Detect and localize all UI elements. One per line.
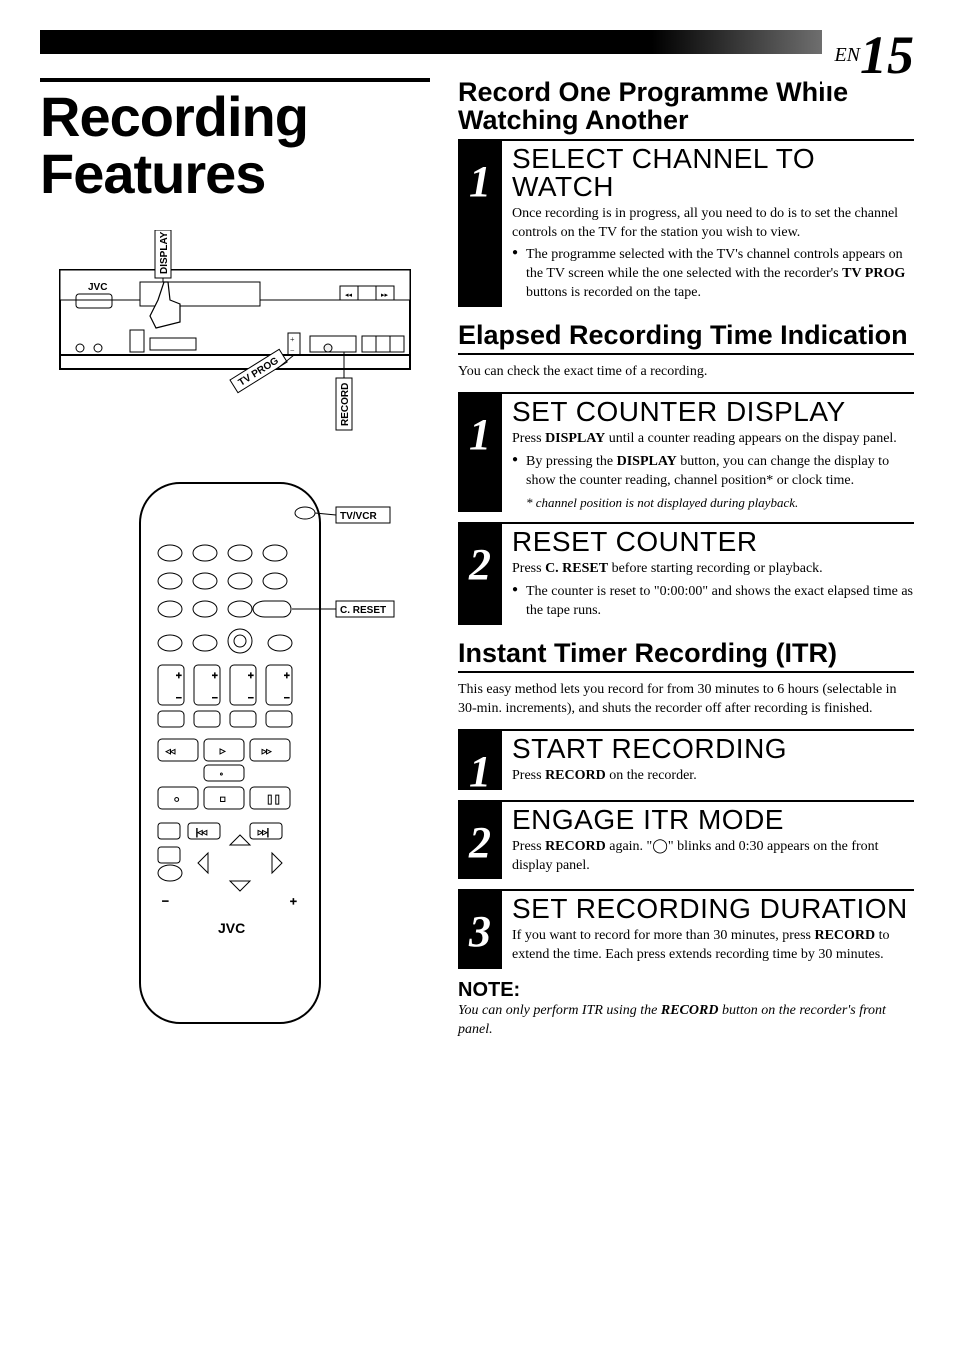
page-lang: EN bbox=[834, 44, 860, 66]
section-record-one-heading: Record One Programme While Watching Anot… bbox=[458, 78, 914, 135]
remote-diagram: + + + + − − − − ◂◂ ▸ ▸▸ • ● ■ ❚❚ |◂◂ ▸▸| bbox=[40, 473, 430, 1033]
section-elapsed-intro: You can check the exact time of a record… bbox=[458, 363, 914, 382]
svg-text:❚❚: ❚❚ bbox=[266, 794, 281, 805]
step-title: SELECT CHANNEL TO WATCH bbox=[512, 145, 914, 201]
section-itr-heading: Instant Timer Recording (ITR) bbox=[458, 639, 914, 667]
step-number-box: 1 bbox=[458, 729, 502, 790]
step-text: Press DISPLAY until a counter reading ap… bbox=[512, 430, 914, 449]
svg-text:■: ■ bbox=[220, 794, 225, 804]
svg-text:+: + bbox=[248, 671, 254, 682]
svg-text:−: − bbox=[162, 894, 169, 908]
svg-text:+: + bbox=[290, 894, 297, 908]
elapsed-step-2: 2 RESET COUNTER Press C. RESET before st… bbox=[458, 522, 914, 625]
svg-text:+: + bbox=[176, 671, 182, 682]
svg-text:▸: ▸ bbox=[220, 746, 225, 757]
section-rule bbox=[458, 671, 914, 673]
svg-text:◂◂: ◂◂ bbox=[345, 291, 353, 299]
svg-text:◂◂: ◂◂ bbox=[166, 746, 176, 756]
note-body: You can only perform ITR using the RECOR… bbox=[458, 1002, 914, 1040]
callout-creset: C. RESET bbox=[340, 605, 386, 616]
page-title: Recording Features bbox=[40, 88, 430, 202]
elapsed-step-1: 1 SET COUNTER DISPLAY Press DISPLAY unti… bbox=[458, 392, 914, 512]
itr-step-3: 3 SET RECORDING DURATION If you want to … bbox=[458, 889, 914, 969]
record-one-step-1: 1 SELECT CHANNEL TO WATCH Once recording… bbox=[458, 139, 914, 307]
step-bullets: By pressing the DISPLAY button, you can … bbox=[512, 453, 914, 491]
page-num: 15 bbox=[860, 25, 914, 85]
callout-tvvcr: TV/VCR bbox=[340, 511, 377, 522]
step-number-box: 1 bbox=[458, 139, 502, 307]
step-text: Once recording is in progress, all you n… bbox=[512, 205, 914, 243]
svg-text:|◂◂: |◂◂ bbox=[196, 827, 207, 837]
step-title: RESET COUNTER bbox=[512, 528, 914, 556]
svg-text:+: + bbox=[212, 671, 218, 682]
step-number-box: 2 bbox=[458, 800, 502, 880]
vcr-diagram: JVC ◂◂ ▸▸ + − bbox=[40, 230, 430, 440]
callout-display: DISPLAY bbox=[159, 231, 170, 274]
svg-text:−: − bbox=[176, 693, 182, 704]
itr-step-1: 1 START RECORDING Press RECORD on the re… bbox=[458, 729, 914, 790]
step-footnote: * channel position is not displayed duri… bbox=[512, 495, 914, 512]
svg-text:▸▸: ▸▸ bbox=[381, 291, 389, 299]
svg-text:−: − bbox=[212, 693, 218, 704]
step-title: START RECORDING bbox=[512, 735, 914, 763]
remote-brand: JVC bbox=[218, 920, 245, 936]
svg-text:−: − bbox=[290, 346, 295, 355]
page-number: EN15 bbox=[822, 24, 914, 86]
step-bullets: The counter is reset to "0:00:00" and sh… bbox=[512, 583, 914, 621]
step-title: ENGAGE ITR MODE bbox=[512, 806, 914, 834]
step-text: Press RECORD on the recorder. bbox=[512, 767, 914, 786]
svg-text:+: + bbox=[284, 671, 290, 682]
svg-text:+: + bbox=[290, 335, 295, 344]
itr-step-2: 2 ENGAGE ITR MODE Press RECORD again. "◯… bbox=[458, 800, 914, 880]
svg-text:●: ● bbox=[174, 794, 179, 804]
step-title: SET RECORDING DURATION bbox=[512, 895, 914, 923]
step-title: SET COUNTER DISPLAY bbox=[512, 398, 914, 426]
svg-text:▸▸: ▸▸ bbox=[262, 746, 272, 756]
vcr-brand: JVC bbox=[88, 282, 107, 293]
svg-text:•: • bbox=[220, 770, 223, 779]
callout-record: RECORD bbox=[340, 383, 351, 426]
note-heading: NOTE: bbox=[458, 979, 914, 1002]
svg-text:−: − bbox=[284, 693, 290, 704]
step-number-box: 3 bbox=[458, 889, 502, 969]
title-rule bbox=[40, 78, 430, 82]
step-text: Press RECORD again. "◯" blinks and 0:30 … bbox=[512, 838, 914, 876]
svg-text:−: − bbox=[248, 693, 254, 704]
svg-text:▸▸|: ▸▸| bbox=[258, 827, 269, 837]
header-bar: EN15 bbox=[40, 30, 914, 54]
section-elapsed-heading: Elapsed Recording Time Indication bbox=[458, 321, 914, 349]
section-rule bbox=[458, 353, 914, 355]
step-bullets: The programme selected with the TV's cha… bbox=[512, 246, 914, 303]
step-number-box: 1 bbox=[458, 392, 502, 512]
step-text: If you want to record for more than 30 m… bbox=[512, 927, 914, 965]
step-text: Press C. RESET before starting recording… bbox=[512, 560, 914, 579]
step-number-box: 2 bbox=[458, 522, 502, 625]
section-itr-intro: This easy method lets you record for fro… bbox=[458, 681, 914, 719]
